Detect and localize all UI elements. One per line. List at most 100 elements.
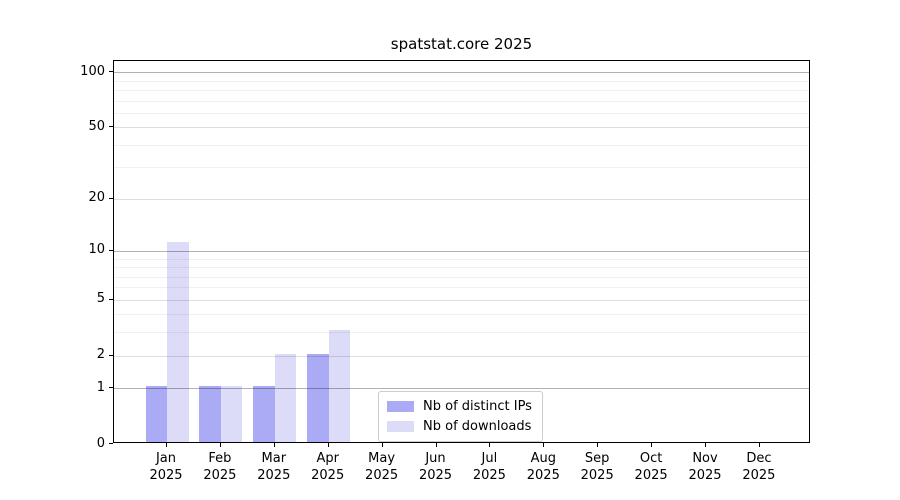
year-label: 2025 — [257, 468, 291, 483]
month-label: Jan — [155, 451, 177, 466]
bar-nb-of-distinct-ips-feb — [199, 386, 221, 442]
gridline-y-50 — [114, 127, 809, 129]
x-tick-label-jul: Jul 2025 — [459, 450, 519, 484]
bar-nb-of-downloads-mar — [274, 353, 297, 442]
gridline-y-40 — [114, 144, 809, 146]
legend-label-distinct-ips: Nb of distinct IPs — [423, 399, 532, 414]
month-label: Sep — [584, 451, 610, 466]
gridline-y-5 — [114, 299, 809, 301]
bar-nb-of-distinct-ips-mar — [253, 386, 275, 442]
y-tick-label-100: 100 — [80, 63, 105, 79]
gridline-y-70 — [114, 100, 809, 102]
y-tick-label-10: 10 — [88, 242, 105, 258]
y-tick-20 — [109, 197, 113, 199]
y-tick-label-20: 20 — [88, 190, 105, 206]
gridline-y-3 — [114, 332, 809, 334]
y-tick-label-0: 0 — [96, 435, 105, 451]
bar-nb-of-downloads-jan — [167, 241, 189, 442]
x-tick-dec — [758, 443, 760, 447]
x-tick-label-mar: Mar 2025 — [244, 450, 304, 484]
x-tick-label-sep: Sep 2025 — [567, 450, 627, 484]
year-label: 2025 — [418, 468, 453, 483]
legend-item-downloads: Nb of downloads — [387, 419, 532, 434]
x-tick-label-nov: Nov 2025 — [675, 450, 735, 484]
gridline-y-7 — [114, 276, 809, 278]
year-label: 2025 — [203, 468, 237, 483]
gridline-y-4 — [114, 314, 809, 316]
x-tick-label-dec: Dec 2025 — [729, 450, 789, 484]
year-label: 2025 — [634, 468, 668, 483]
gridline-y-20 — [114, 198, 809, 200]
y-tick-10 — [109, 249, 113, 251]
year-label: 2025 — [311, 468, 345, 483]
x-tick-sep — [597, 443, 599, 447]
legend: Nb of distinct IPs Nb of downloads — [378, 391, 543, 442]
legend-item-distinct-ips: Nb of distinct IPs — [387, 399, 532, 414]
x-tick-may — [381, 443, 383, 447]
x-tick-nov — [705, 443, 706, 447]
y-tick-label-2: 2 — [96, 347, 105, 362]
x-tick-label-feb: Feb 2025 — [190, 450, 250, 484]
month-label: Apr — [316, 451, 339, 466]
x-tick-jan — [166, 443, 167, 447]
month-label: Oct — [639, 451, 663, 466]
x-tick-jun — [435, 443, 437, 447]
x-tick-apr — [327, 443, 329, 447]
month-label: Jul — [481, 451, 498, 466]
gridline-y-1 — [114, 388, 809, 390]
month-label: Dec — [746, 451, 772, 466]
month-label: May — [368, 451, 396, 466]
gridline-y-8 — [114, 267, 809, 268]
y-tick-label-1: 1 — [96, 379, 105, 395]
y-tick-50 — [109, 126, 113, 128]
year-label: 2025 — [526, 468, 560, 483]
y-tick-5 — [109, 298, 113, 300]
year-label: 2025 — [472, 468, 506, 483]
year-label: 2025 — [580, 468, 614, 483]
bar-nb-of-downloads-apr — [328, 330, 351, 442]
x-tick-mar — [273, 443, 275, 447]
x-tick-label-jan: Jan 2025 — [136, 450, 196, 484]
y-tick-label-5: 5 — [96, 291, 105, 307]
x-tick-label-jun: Jun 2025 — [406, 450, 466, 484]
bar-nb-of-distinct-ips-jan — [145, 386, 167, 442]
x-tick-label-aug: Aug 2025 — [513, 450, 573, 484]
legend-swatch-distinct-ips — [387, 401, 414, 412]
gridline-y-10 — [114, 250, 809, 252]
x-tick-label-may: May 2025 — [352, 450, 412, 484]
y-tick-0 — [109, 443, 113, 444]
y-tick-100 — [109, 71, 113, 73]
x-tick-label-apr: Apr 2025 — [298, 450, 358, 484]
legend-swatch-downloads — [387, 421, 414, 432]
gridline-y-9 — [114, 258, 809, 260]
gridline-y-6 — [114, 287, 809, 289]
year-label: 2025 — [688, 468, 722, 483]
gridline-y-100 — [114, 72, 809, 74]
year-label: 2025 — [742, 468, 776, 483]
x-tick-oct — [651, 443, 653, 447]
x-tick-feb — [219, 443, 221, 447]
bar-nb-of-distinct-ips-apr — [307, 353, 329, 442]
year-label: 2025 — [365, 468, 399, 483]
legend-label-downloads: Nb of downloads — [423, 419, 532, 434]
bar-nb-of-downloads-feb — [220, 386, 243, 442]
year-label: 2025 — [149, 468, 183, 483]
plot-area — [113, 60, 810, 443]
gridline-y-60 — [114, 112, 809, 114]
gridline-y-80 — [114, 89, 809, 91]
month-label: Jun — [425, 451, 446, 466]
gridline-y-30 — [114, 167, 809, 169]
x-tick-label-oct: Oct 2025 — [621, 450, 681, 484]
y-tick-1 — [109, 387, 113, 389]
y-tick-2 — [109, 354, 113, 356]
month-label: Nov — [692, 451, 718, 466]
y-tick-label-50: 50 — [88, 118, 105, 134]
gridline-y-90 — [114, 80, 809, 82]
x-tick-aug — [543, 443, 545, 447]
gridline-y-2 — [114, 355, 809, 357]
month-label: Mar — [261, 451, 287, 466]
month-label: Aug — [530, 451, 556, 466]
month-label: Feb — [208, 451, 232, 466]
chart-title: spatstat.core 2025 — [390, 35, 533, 53]
